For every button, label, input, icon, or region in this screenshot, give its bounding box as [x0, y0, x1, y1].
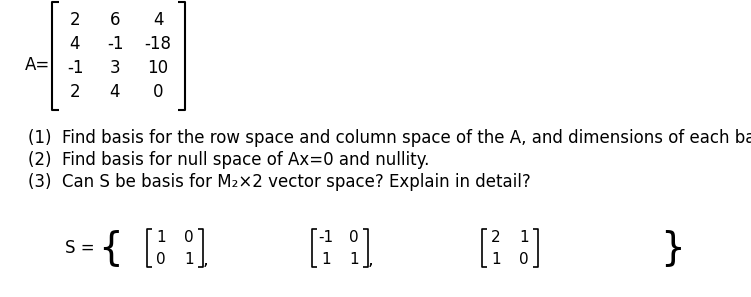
Text: 2: 2 — [70, 83, 80, 101]
Text: 1: 1 — [184, 252, 194, 266]
Text: A=: A= — [25, 56, 50, 74]
Text: ,: , — [367, 251, 373, 269]
Text: -1: -1 — [67, 59, 83, 77]
Text: ,: , — [202, 251, 208, 269]
Text: -1: -1 — [107, 35, 123, 53]
Text: }: } — [660, 229, 685, 267]
Text: 0: 0 — [156, 252, 166, 266]
Text: -18: -18 — [144, 35, 171, 53]
Text: 0: 0 — [519, 252, 529, 266]
Text: 4: 4 — [152, 11, 163, 29]
Text: (1)  Find basis for the row space and column space of the A, and dimensions of e: (1) Find basis for the row space and col… — [28, 129, 751, 147]
Text: 3: 3 — [110, 59, 120, 77]
Text: S =: S = — [65, 239, 95, 257]
Text: 2: 2 — [70, 11, 80, 29]
Text: 1: 1 — [349, 252, 359, 266]
Text: {: { — [98, 229, 122, 267]
Text: -1: -1 — [318, 230, 333, 244]
Text: 1: 1 — [519, 230, 529, 244]
Text: 10: 10 — [147, 59, 168, 77]
Text: 1: 1 — [321, 252, 330, 266]
Text: 4: 4 — [110, 83, 120, 101]
Text: (2)  Find basis for null space of Ax=0 and nullity.: (2) Find basis for null space of Ax=0 an… — [28, 151, 430, 169]
Text: 1: 1 — [491, 252, 501, 266]
Text: 4: 4 — [70, 35, 80, 53]
Text: (3)  Can S be basis for M₂×2 vector space? Explain in detail?: (3) Can S be basis for M₂×2 vector space… — [28, 173, 531, 191]
Text: 0: 0 — [184, 230, 194, 244]
Text: 0: 0 — [349, 230, 359, 244]
Text: 6: 6 — [110, 11, 120, 29]
Text: 1: 1 — [156, 230, 166, 244]
Text: 0: 0 — [152, 83, 163, 101]
Text: 2: 2 — [491, 230, 501, 244]
